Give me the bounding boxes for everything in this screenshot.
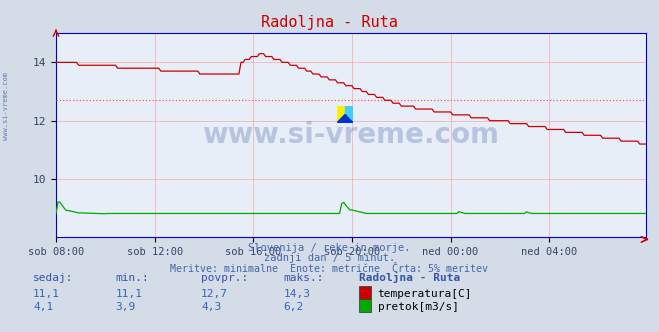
Text: min.:: min.:	[115, 273, 149, 283]
Text: 3,9: 3,9	[115, 302, 136, 312]
Text: Meritve: minimalne  Enote: metrične  Črta: 5% meritev: Meritve: minimalne Enote: metrične Črta:…	[171, 264, 488, 274]
Text: 12,7: 12,7	[201, 289, 228, 299]
Text: www.si-vreme.com: www.si-vreme.com	[202, 121, 500, 149]
Text: Slovenija / reke in morje.: Slovenija / reke in morje.	[248, 243, 411, 253]
Text: maks.:: maks.:	[283, 273, 324, 283]
Polygon shape	[345, 106, 353, 123]
Text: 14,3: 14,3	[283, 289, 310, 299]
Polygon shape	[337, 106, 345, 123]
Text: sedaj:: sedaj:	[33, 273, 73, 283]
Text: 11,1: 11,1	[33, 289, 60, 299]
Text: 4,3: 4,3	[201, 302, 221, 312]
Text: 6,2: 6,2	[283, 302, 304, 312]
Text: pretok[m3/s]: pretok[m3/s]	[378, 302, 459, 312]
Text: povpr.:: povpr.:	[201, 273, 248, 283]
Text: Radoljna - Ruta: Radoljna - Ruta	[261, 15, 398, 30]
Text: 11,1: 11,1	[115, 289, 142, 299]
Text: zadnji dan / 5 minut.: zadnji dan / 5 minut.	[264, 253, 395, 263]
Polygon shape	[337, 115, 353, 123]
Text: Radoljna - Ruta: Radoljna - Ruta	[359, 272, 461, 283]
Text: 4,1: 4,1	[33, 302, 53, 312]
Text: temperatura[C]: temperatura[C]	[378, 289, 472, 299]
Text: www.si-vreme.com: www.si-vreme.com	[3, 72, 9, 140]
